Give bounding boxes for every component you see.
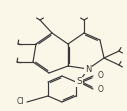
Text: Cl: Cl: [17, 97, 24, 106]
Text: O: O: [98, 84, 104, 93]
Text: N: N: [85, 64, 91, 73]
Text: O: O: [98, 71, 104, 80]
Text: S: S: [76, 77, 82, 86]
